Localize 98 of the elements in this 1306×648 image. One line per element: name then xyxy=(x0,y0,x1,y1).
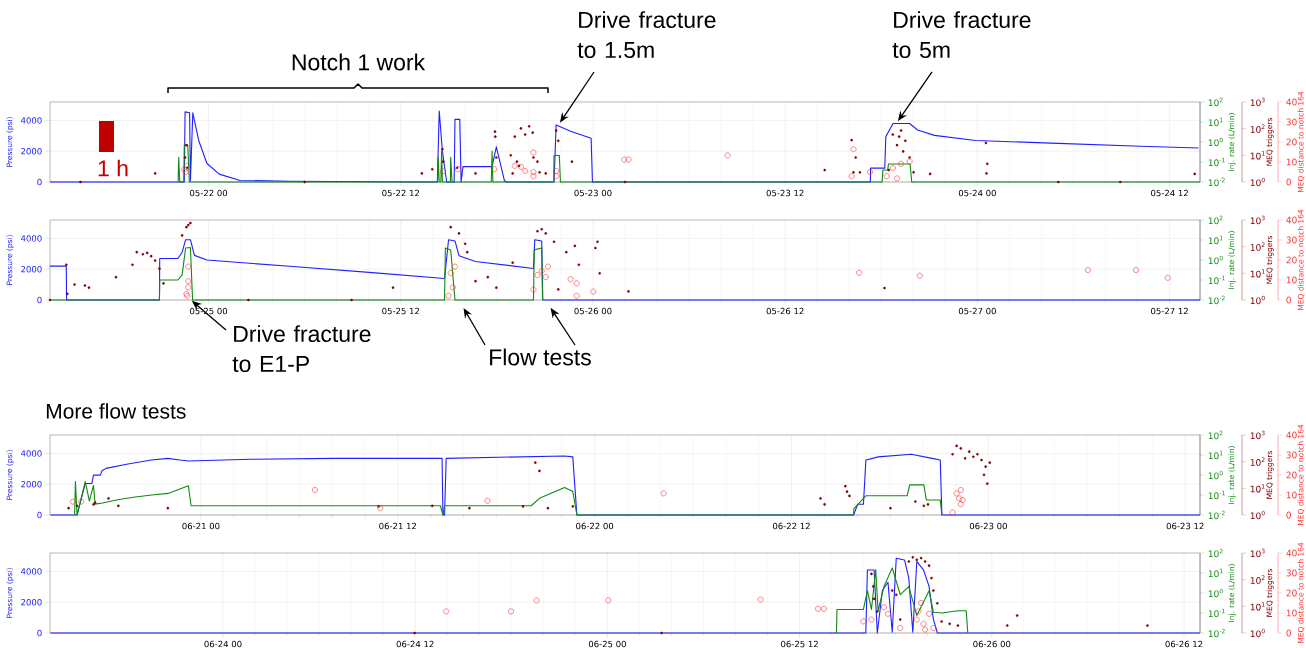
y-tick-label: 30 xyxy=(1286,118,1297,126)
y-tick-label: 0 xyxy=(37,178,42,186)
annotation: Drive fracture to E1-P xyxy=(232,325,371,373)
y-tick-label: 4000 xyxy=(20,235,42,242)
y2-tick-label: 10$^{-1}$ xyxy=(1208,490,1225,500)
x-tick-label: 06-21 00 xyxy=(182,522,220,530)
y-tick-label: 10$^{3}$ xyxy=(1250,215,1265,225)
y-tick-label: 30 xyxy=(1286,451,1297,459)
x-tick-label: 06-23 00 xyxy=(969,522,1007,530)
y-tick-label: 10$^{2}$ xyxy=(1250,124,1265,133)
annotation: Drive fracture to 1.5m xyxy=(577,11,716,59)
y-tick-label: 0 xyxy=(37,511,42,519)
y-tick-label: 10$^{2}$ xyxy=(1250,457,1265,466)
y2-tick-label: 10$^{-1}$ xyxy=(1208,157,1225,167)
x-tick-label: 05-23 00 xyxy=(574,189,612,197)
x-tick-label: 06-26 00 xyxy=(973,640,1011,648)
x-tick-label: 05-26 12 xyxy=(766,307,804,315)
text: Notch 1 work xyxy=(292,53,426,71)
x-tick-label: 06-22 12 xyxy=(772,522,810,530)
y-tick-label: 10$^{1}$ xyxy=(1250,151,1265,160)
y-tick-label: 10 xyxy=(1286,276,1297,284)
y-tick-label: 2000 xyxy=(21,266,42,273)
annotation: 1 h xyxy=(98,159,128,177)
y-tick-label: 10$^{1}$ xyxy=(1250,484,1265,493)
x-tick-label: 05-24 00 xyxy=(958,189,996,197)
y2-tick-label: 10$^{1}$ xyxy=(1208,450,1223,460)
y-tick-label: 10 xyxy=(1286,609,1297,617)
y2-tick-label: 10$^{2}$ xyxy=(1208,430,1223,440)
y-tick-label: 20 xyxy=(1286,138,1297,146)
y-tick-label: 10$^{2}$ xyxy=(1250,242,1265,251)
y2-tick-label: 10$^{-1}$ xyxy=(1208,275,1225,285)
x-tick-label: 06-22 00 xyxy=(576,522,614,530)
y2-tick-label: 10$^{1}$ xyxy=(1208,568,1223,578)
y-tick-label: 2000 xyxy=(21,481,42,488)
y2-tick-label: 10$^{1}$ xyxy=(1208,117,1223,127)
y-tick-label: 0 xyxy=(1286,511,1291,519)
x-tick-label: 06-23 12 xyxy=(1166,522,1204,530)
annotation: Drive fracture to 5m xyxy=(892,11,1031,59)
y-tick-label: 10 xyxy=(1286,158,1297,166)
y-tick-label: 20 xyxy=(1286,589,1297,597)
x-tick-label: 05-23 12 xyxy=(766,189,804,197)
y2-tick-label: 10$^{2}$ xyxy=(1208,548,1223,558)
y2-tick-label: 10$^{1}$ xyxy=(1208,235,1223,245)
y-tick-label: 10$^{3}$ xyxy=(1250,97,1265,107)
x-tick-label: 06-26 12 xyxy=(1165,640,1203,648)
x-tick-label: 06-21 12 xyxy=(379,522,417,530)
text: Flow tests xyxy=(490,348,591,366)
y-tick-label: 4000 xyxy=(20,450,42,457)
y-tick-label: 30 xyxy=(1286,569,1297,577)
y-tick-label: 4000 xyxy=(20,117,42,124)
y-tick-label: 10$^{0}$ xyxy=(1250,295,1265,305)
x-tick-label: 05-22 00 xyxy=(190,189,228,197)
y2-tick-label: 10$^{-2}$ xyxy=(1208,510,1225,520)
y-tick-label: 2000 xyxy=(21,148,42,155)
y2-tick-label: 10$^{0}$ xyxy=(1208,588,1223,598)
x-tick-label: 06-25 12 xyxy=(781,640,818,648)
y-tick-label: 10$^{3}$ xyxy=(1250,548,1265,558)
y-tick-label: 0 xyxy=(37,296,42,304)
y2-tick-label: 10$^{-1}$ xyxy=(1208,608,1225,618)
y-tick-label: 0 xyxy=(1286,178,1291,186)
y2-tick-label: 10$^{0}$ xyxy=(1208,255,1223,265)
y-tick-label: 10$^{3}$ xyxy=(1250,430,1265,440)
x-tick-label: 05-24 12 xyxy=(1151,189,1188,197)
y2-tick-label: 10$^{2}$ xyxy=(1208,97,1223,107)
y-tick-label: 40 xyxy=(1286,216,1297,224)
y2-tick-label: 10$^{2}$ xyxy=(1208,215,1223,225)
y-tick-label: 40 xyxy=(1286,98,1297,106)
y2-tick-label: 10$^{-2}$ xyxy=(1208,628,1225,638)
x-tick-label: 06-24 00 xyxy=(204,640,242,648)
y-tick-label: 10$^{0}$ xyxy=(1250,510,1265,520)
x-tick-label: 06-25 00 xyxy=(588,640,626,648)
y2-tick-label: 10$^{0}$ xyxy=(1208,470,1223,480)
y2-tick-label: 10$^{-2}$ xyxy=(1208,177,1225,187)
y-tick-label: 40 xyxy=(1286,549,1297,557)
y-tick-label: 10$^{0}$ xyxy=(1250,628,1265,638)
y-tick-label: 20 xyxy=(1286,471,1297,479)
y-tick-label: 0 xyxy=(1286,629,1291,637)
y2-tick-label: 10$^{-2}$ xyxy=(1208,295,1225,305)
y-tick-label: 10 xyxy=(1286,491,1297,499)
y-tick-label: 0 xyxy=(37,629,42,637)
x-tick-label: 05-22 12 xyxy=(382,189,420,197)
y2-tick-label: 10$^{0}$ xyxy=(1208,137,1223,147)
y-tick-label: 0 xyxy=(1286,296,1291,304)
y-tick-label: 10$^{2}$ xyxy=(1250,575,1265,584)
y-tick-label: 40 xyxy=(1286,431,1297,439)
chart-title: More flow tests xyxy=(46,403,186,419)
x-tick-label: 05-27 00 xyxy=(958,307,996,315)
y-tick-label: 30 xyxy=(1286,236,1297,244)
y-tick-label: 4000 xyxy=(20,568,42,575)
y-tick-label: 20 xyxy=(1286,256,1297,264)
y-tick-label: 10$^{0}$ xyxy=(1250,177,1265,187)
y-tick-label: 10$^{1}$ xyxy=(1250,602,1265,611)
x-tick-label: 06-24 12 xyxy=(396,640,434,648)
x-tick-label: 05-25 12 xyxy=(382,307,420,315)
x-tick-label: 05-27 12 xyxy=(1151,307,1188,315)
y-tick-label: 10$^{1}$ xyxy=(1250,269,1265,278)
x-tick-label: 05-26 00 xyxy=(574,307,612,315)
y-tick-label: 2000 xyxy=(21,599,42,606)
